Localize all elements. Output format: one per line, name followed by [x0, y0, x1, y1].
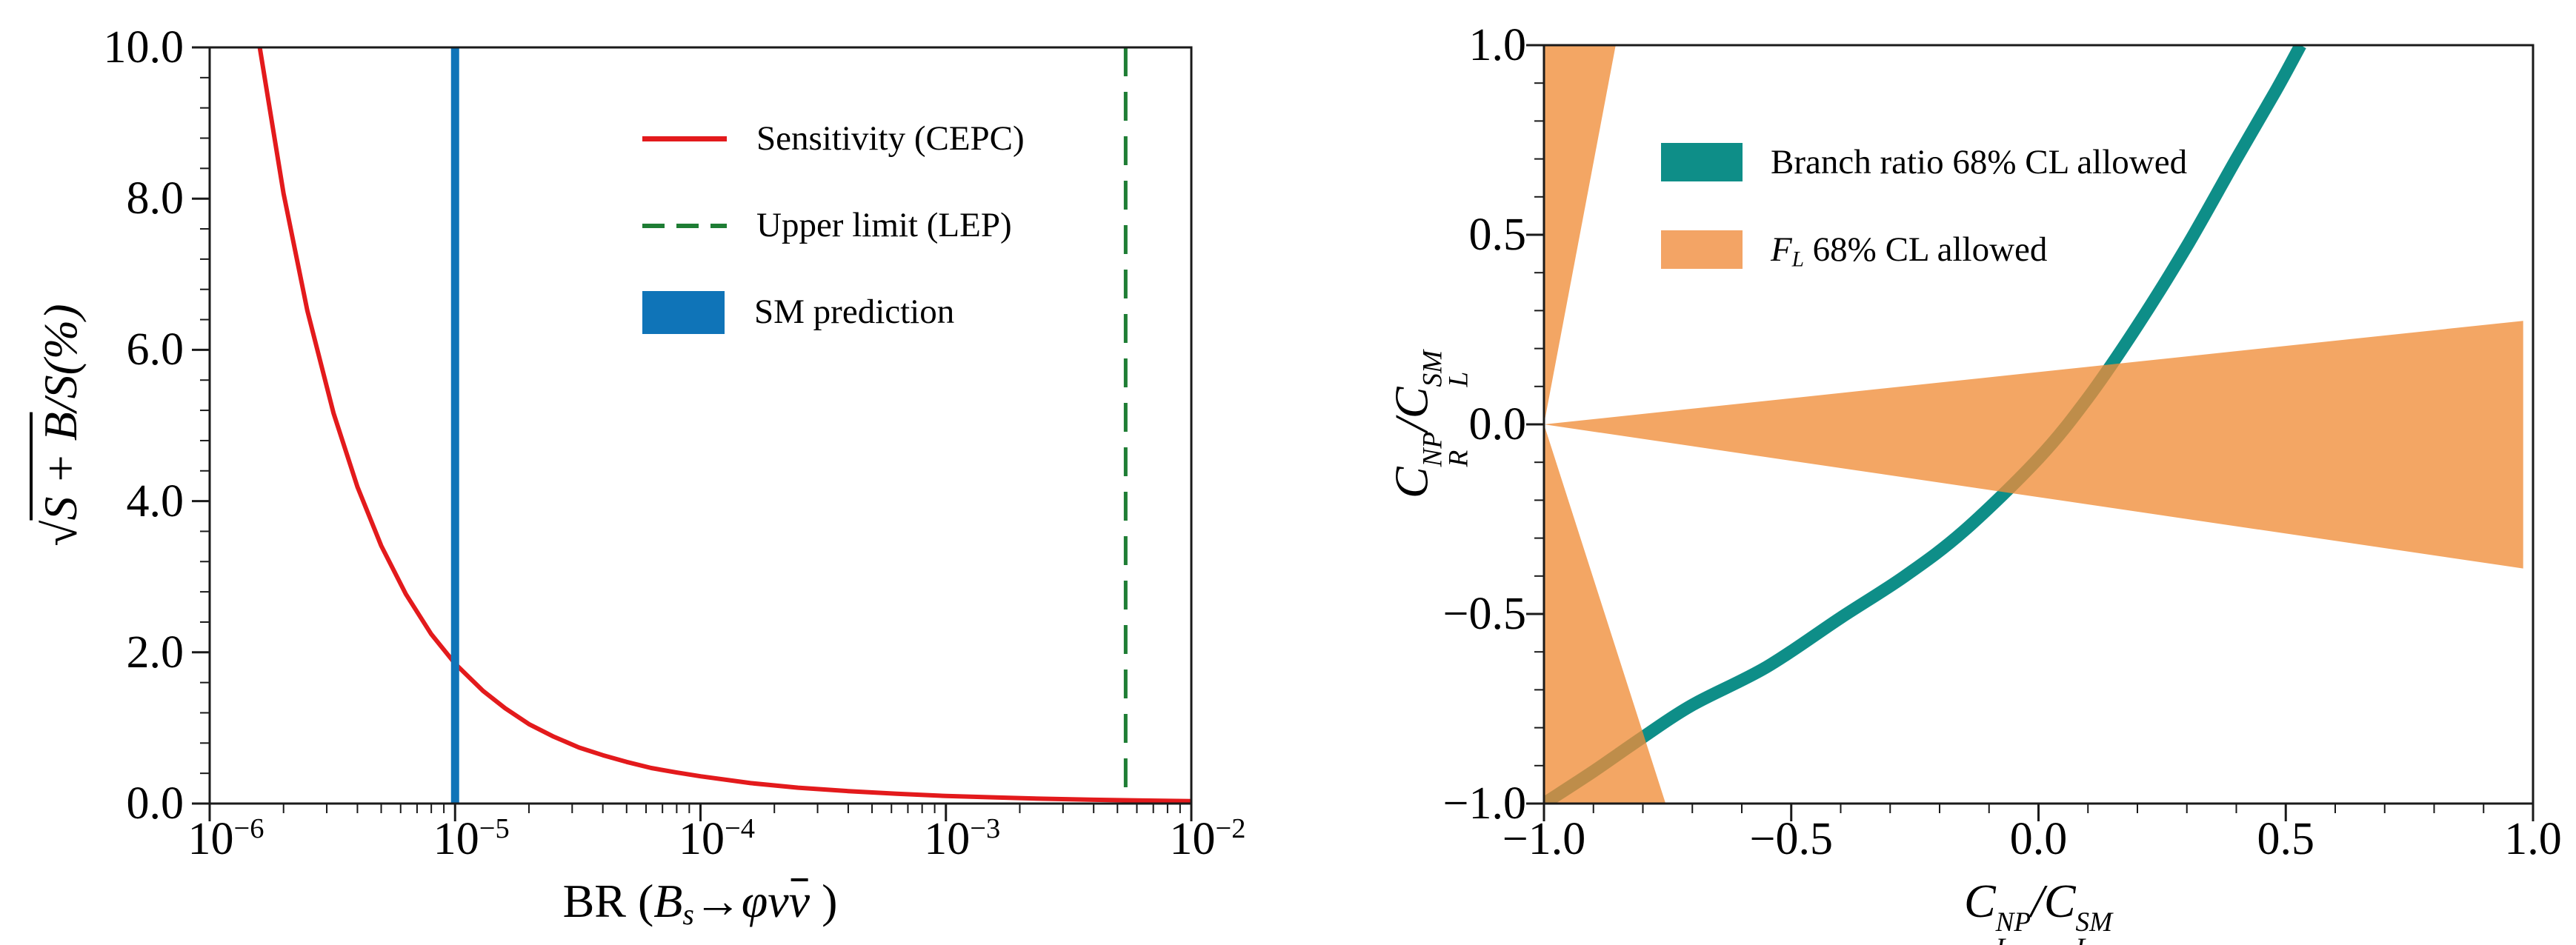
- x-tick-label: 0.5: [2257, 814, 2315, 864]
- y-tick-label: 1.0: [1468, 20, 1527, 70]
- legend-label: SM prediction: [754, 293, 955, 331]
- fl-F: F: [1771, 230, 1792, 269]
- y-tick-label: −0.5: [1442, 589, 1526, 639]
- xlabel-Bs-sub: s: [682, 898, 694, 931]
- left-plot-ylabel: √S + B/S(%): [30, 304, 87, 547]
- branch-ratio-band: [1544, 45, 2306, 804]
- fl-allowed-region-2: [1544, 424, 1666, 804]
- ylabel-C2-sup: SM: [1417, 350, 1448, 387]
- x-tick-label: −1.0: [1502, 814, 1586, 864]
- ylabel-C1: C: [1385, 467, 1438, 499]
- y-tick-label: 0.0: [126, 778, 184, 829]
- fl-allowed-region-0: [1544, 321, 2523, 569]
- xlabel-C2-sup: SM: [2075, 906, 2113, 938]
- fl-sub: L: [1791, 247, 1804, 271]
- sqrt-overlined: S + B: [30, 412, 87, 521]
- right-plot-data-layer: [1544, 45, 2523, 804]
- x-tick-label: 10−3: [924, 812, 1001, 864]
- xlabel-C2: C: [2043, 875, 2076, 927]
- legend-label-fl: FL 68% CL allowed: [1771, 230, 2048, 270]
- left-plot-data-layer: [257, 47, 1191, 804]
- xlabel-Bs: B: [653, 875, 683, 927]
- y-tick-label: 4.0: [126, 475, 184, 527]
- legend-item-branch-ratio: Branch ratio 68% CL allowed: [1661, 118, 2187, 206]
- ylabel-tail: /S(%): [34, 304, 87, 413]
- legend-swatch-branch-ratio: [1661, 143, 1743, 181]
- ylabel-C1-sup: NP: [1417, 431, 1448, 467]
- xlabel-C2-sub: L: [2076, 935, 2112, 945]
- xlabel-suffix: ): [810, 875, 838, 927]
- ylabel-C2-sub: L: [1443, 371, 1474, 387]
- x-tick-label: 10−6: [187, 812, 264, 864]
- y-tick-label: 6.0: [126, 324, 184, 375]
- legend-item-sensitivity: Sensitivity (CEPC): [642, 96, 1025, 182]
- x-tick-label: 10−4: [679, 812, 755, 864]
- ylabel-slash: /: [1385, 418, 1438, 432]
- legend-label: Upper limit (LEP): [756, 206, 1012, 244]
- legend-swatch-dashed-line: [642, 223, 727, 228]
- x-tick-label: 10−2: [1169, 812, 1246, 864]
- y-tick-label: 0.5: [1468, 210, 1527, 260]
- fl-allowed-region-1: [1544, 45, 1616, 424]
- y-tick-label: 0.0: [1468, 399, 1527, 450]
- x-tick-label: 1.0: [2504, 814, 2562, 864]
- right-plot-legend: Branch ratio 68% CL allowed FL 68% CL al…: [1661, 118, 2187, 293]
- x-tick-label: −0.5: [1749, 814, 1833, 864]
- legend-item-sm-prediction: SM prediction: [642, 269, 1025, 355]
- xlabel-slash: /: [2031, 875, 2044, 927]
- xlabel-C1: C: [1963, 875, 1996, 927]
- left-plot-legend: Sensitivity (CEPC) Upper limit (LEP) SM …: [642, 96, 1025, 355]
- sqrt-radical: √: [34, 520, 87, 547]
- ylabel-C1-sub: R: [1443, 450, 1474, 467]
- xlabel-C1-sub: L: [1996, 935, 2031, 945]
- xlabel-phinu: φν: [741, 875, 789, 927]
- legend-swatch-sm-rect: [642, 290, 725, 334]
- arrow-icon: →: [693, 875, 742, 927]
- y-tick-label: 10.0: [103, 22, 184, 73]
- legend-item-fl-allowed: FL 68% CL allowed: [1661, 206, 2187, 293]
- ylabel-C2: C: [1385, 387, 1438, 419]
- left-plot-xlabel: BR (Bs→φνν ): [562, 875, 838, 929]
- legend-item-upper-limit: Upper limit (LEP): [642, 182, 1025, 269]
- right-plot-ylabel: C NP R/C SM L: [1385, 350, 1474, 499]
- legend-label: Sensitivity (CEPC): [756, 119, 1025, 158]
- sensitivity-curve: [257, 47, 1191, 804]
- y-tick-label: −1.0: [1442, 778, 1526, 829]
- legend-swatch-fl: [1661, 230, 1743, 269]
- xlabel-nubar: ν: [788, 875, 811, 927]
- x-tick-label: 0.0: [2009, 814, 2068, 864]
- xlabel-prefix: BR (: [562, 875, 654, 927]
- x-tick-label: 10−5: [433, 812, 510, 864]
- fl-rest: 68% CL allowed: [1803, 230, 2048, 269]
- y-tick-label: 2.0: [126, 627, 184, 678]
- y-tick-label: 8.0: [126, 173, 184, 224]
- xlabel-C1-sup: NP: [1995, 906, 2031, 938]
- legend-label: Branch ratio 68% CL allowed: [1771, 142, 2188, 181]
- legend-swatch-sensitivity-line: [642, 136, 727, 141]
